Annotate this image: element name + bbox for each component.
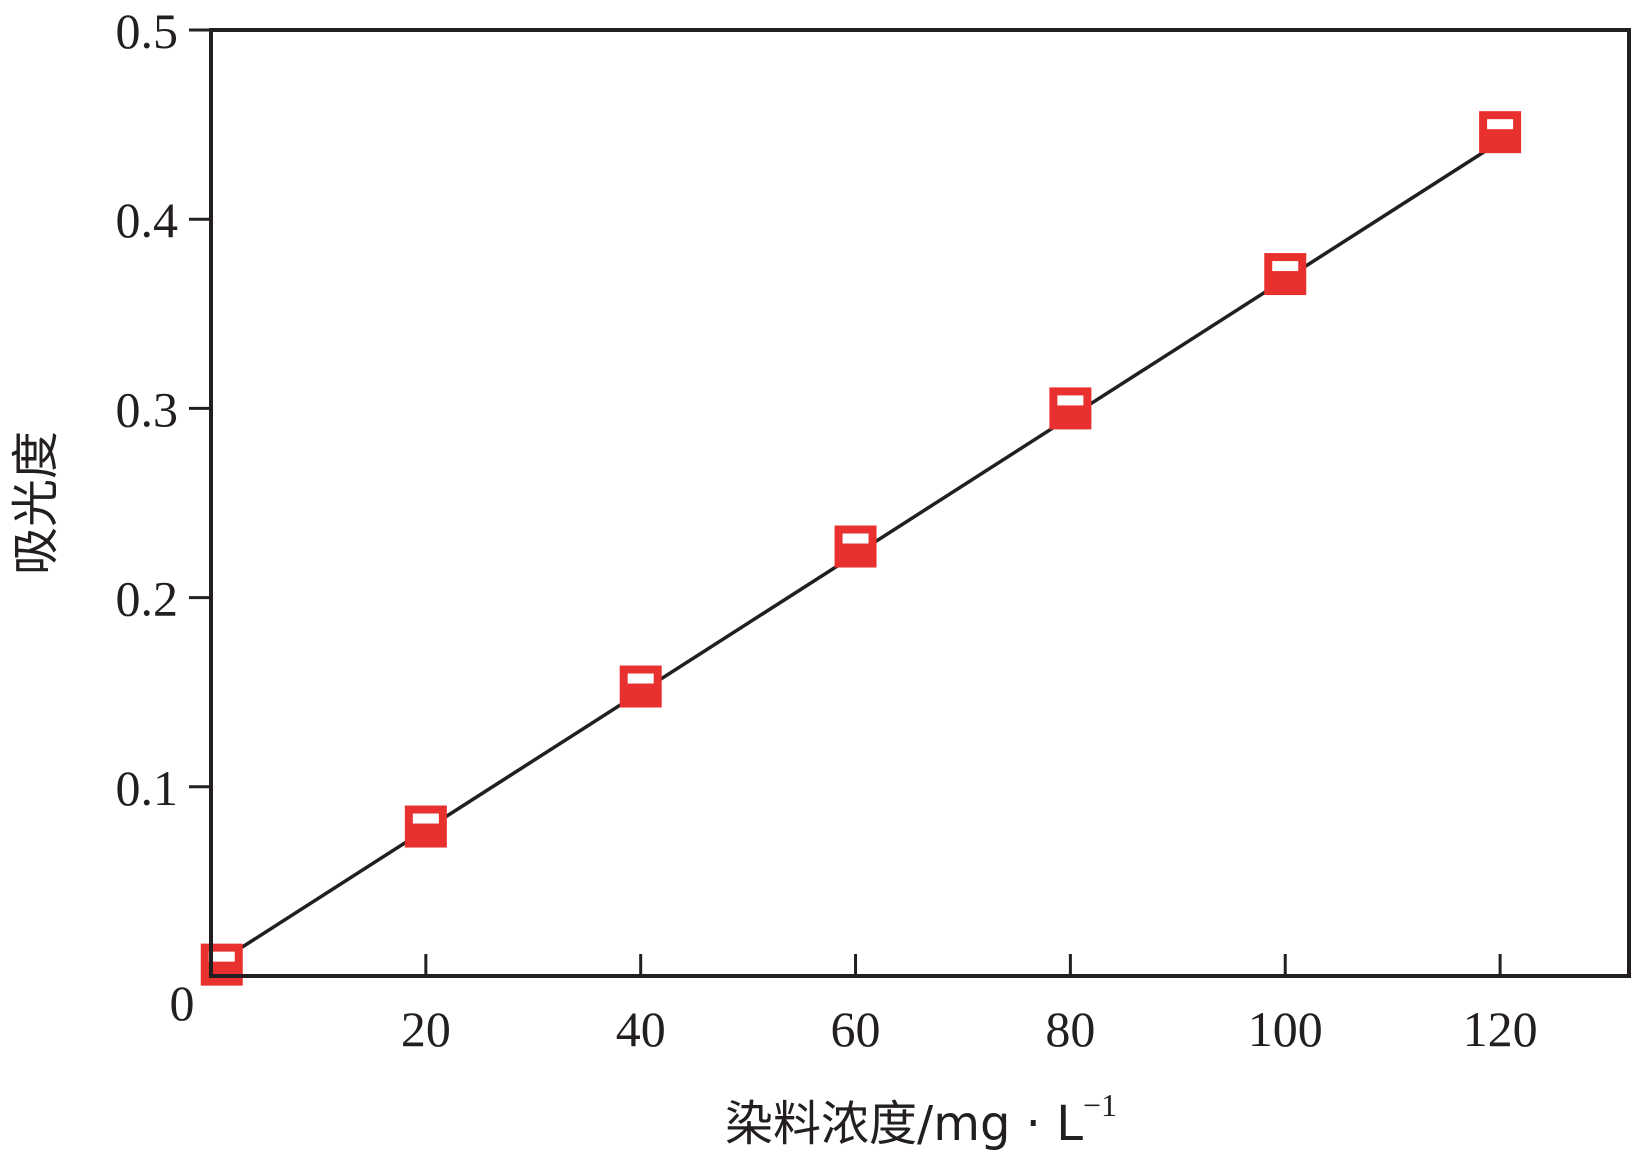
data-point bbox=[1264, 253, 1307, 296]
y-tick-label: 0.3 bbox=[116, 381, 179, 437]
x-axis-title-text: 染料浓度/mg · L bbox=[725, 1096, 1083, 1152]
y-tick-label: 0.4 bbox=[116, 192, 179, 248]
data-point bbox=[200, 943, 243, 986]
x-axis-title-exponent: −1 bbox=[1083, 1087, 1117, 1123]
x-axis-title: 染料浓度/mg · L−1 bbox=[725, 1087, 1117, 1152]
data-point bbox=[619, 665, 662, 708]
data-point bbox=[834, 525, 877, 568]
data-point bbox=[1479, 111, 1522, 154]
x-tick-label: 80 bbox=[1045, 1001, 1095, 1057]
x-tick-label: 20 bbox=[401, 1001, 451, 1057]
x-tick-label: 120 bbox=[1463, 1001, 1538, 1057]
x-tick-label: 60 bbox=[831, 1001, 881, 1057]
data-point bbox=[404, 805, 447, 848]
origin-label: 0 bbox=[170, 975, 195, 1031]
y-tick-label: 0.5 bbox=[116, 3, 179, 59]
y-axis-title: 吸光度 bbox=[8, 431, 64, 575]
data-point bbox=[1049, 387, 1092, 430]
y-tick-label: 0.2 bbox=[116, 571, 179, 627]
plot-frame bbox=[209, 28, 1631, 978]
y-tick-label: 0.1 bbox=[116, 760, 179, 816]
x-tick-label: 40 bbox=[616, 1001, 666, 1057]
x-tick-label: 100 bbox=[1248, 1001, 1323, 1057]
